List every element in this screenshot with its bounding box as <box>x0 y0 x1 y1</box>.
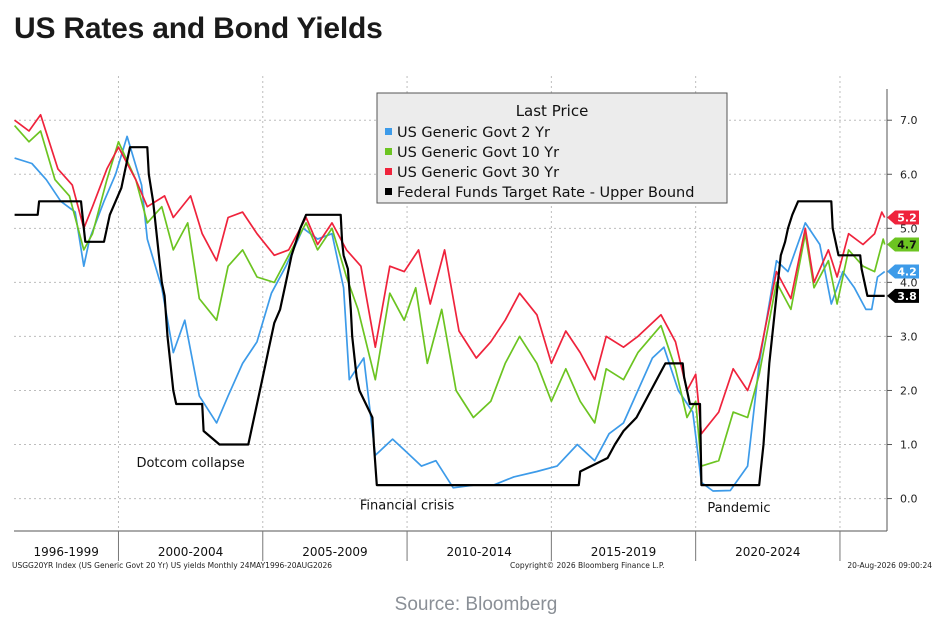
x-period-label: 2010-2014 <box>447 545 512 559</box>
x-period-label: 2005-2009 <box>302 545 367 559</box>
y-tick-label: 2.0 <box>900 384 918 397</box>
y-tick-label: 3.0 <box>900 330 918 343</box>
footer-copyright: Copyright© 2026 Bloomberg Finance L.P. <box>510 561 665 570</box>
legend-title: Last Price <box>516 102 589 120</box>
legend-swatch <box>385 128 392 135</box>
footer-left-text: USGG20YR Index (US Generic Govt 20 Yr) U… <box>12 561 332 570</box>
last-value-tag-bg <box>887 237 919 252</box>
y-tick-label: 1.0 <box>900 439 918 452</box>
chart-footer: USGG20YR Index (US Generic Govt 20 Yr) U… <box>12 561 932 570</box>
last-value-tag-text: 5.2 <box>897 212 917 225</box>
last-value-tag-bg <box>887 288 919 303</box>
y-tick-label: 7.0 <box>900 114 918 127</box>
legend-entry: US Generic Govt 30 Yr <box>397 165 559 181</box>
last-value-tag: 3.8 <box>887 288 919 303</box>
legend-entry: Federal Funds Target Rate - Upper Bound <box>397 185 694 201</box>
source-note: Source: Bloomberg <box>394 594 558 615</box>
last-value-tag: 5.2 <box>887 210 919 225</box>
last-value-tag-text: 4.7 <box>897 239 917 252</box>
chart-annotation: Financial crisis <box>360 498 455 513</box>
y-tick-label: 5.0 <box>900 222 918 235</box>
legend-entry: US Generic Govt 10 Yr <box>397 145 559 161</box>
y-tick-label: 0.0 <box>900 493 918 506</box>
x-period-label: 1996-1999 <box>34 545 99 559</box>
legend-entry: US Generic Govt 2 Yr <box>397 125 550 141</box>
last-value-tag: 4.7 <box>887 237 919 252</box>
series-lines <box>13 113 886 492</box>
last-value-tag-text: 3.8 <box>897 290 917 303</box>
chart-annotation: Pandemic <box>707 501 770 516</box>
series-line <box>14 113 886 435</box>
last-value-tag-bg <box>887 210 919 225</box>
x-period-label: 2020-2024 <box>735 545 800 559</box>
chart-annotation: Dotcom collapse <box>136 456 244 471</box>
x-period-label: 2000-2004 <box>158 545 223 559</box>
legend-swatch <box>385 168 392 175</box>
series-line <box>13 125 886 467</box>
series-line <box>14 146 885 487</box>
page-title: US Rates and Bond Yields <box>14 12 383 45</box>
annotations: Dotcom collapse Financial crisis Pandemic <box>136 456 770 516</box>
x-period-label: 2015-2019 <box>591 545 656 559</box>
last-value-tag: 4.2 <box>887 264 919 279</box>
last-value-tag-text: 4.2 <box>897 266 917 279</box>
y-tick-label: 4.0 <box>900 276 918 289</box>
footer-timestamp: 20-Aug-2026 09:00:24 <box>847 561 932 570</box>
last-value-tag-bg <box>887 264 919 279</box>
y-axis: 0.0 1.0 2.0 3.0 4.0 5.0 6.0 7.0 4.2 4.7 5.2 3.8 <box>886 89 919 531</box>
legend-box <box>376 92 728 204</box>
legend-swatch <box>385 188 392 195</box>
x-axis: 1996-1999 2000-2004 2005-2009 2010-2014 2015… <box>14 530 887 561</box>
legend-swatch <box>385 148 392 155</box>
legend: Last Price US Generic Govt 2 Yr US Generic… <box>376 92 728 204</box>
y-tick-label: 6.0 <box>900 168 918 181</box>
